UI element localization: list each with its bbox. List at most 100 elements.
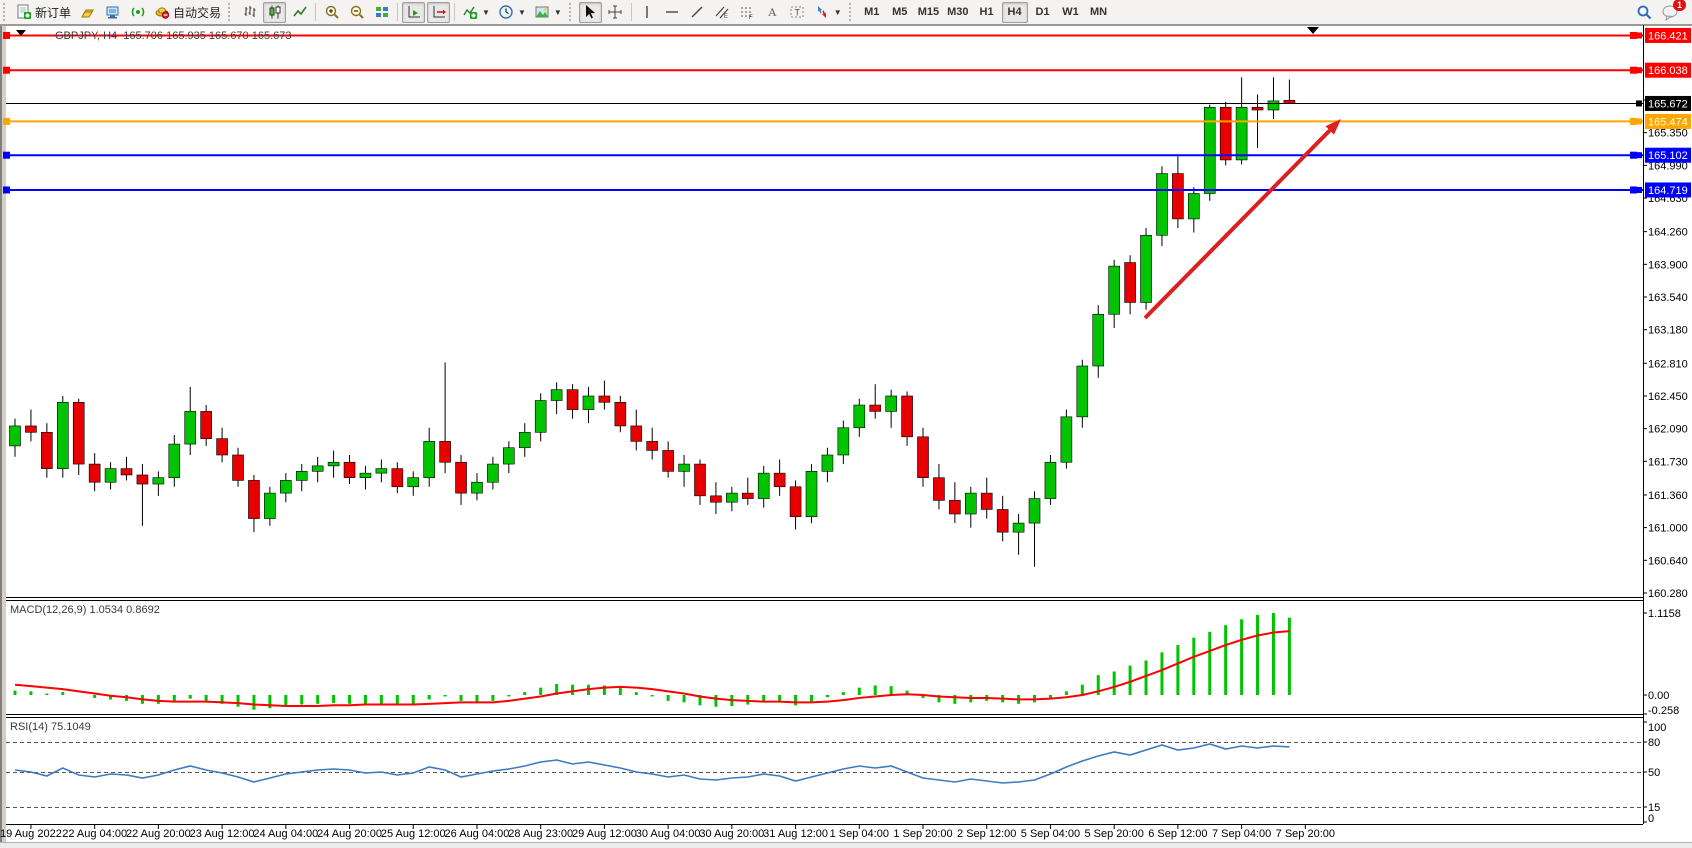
time-label[interactable]: 24 Aug 20:00 — [317, 828, 382, 840]
time-label[interactable]: 7 Sep 04:00 — [1212, 828, 1271, 840]
timeframe-h1-button[interactable]: H1 — [974, 2, 1000, 23]
indicators-button[interactable]: ▼ — [459, 2, 493, 23]
search-button[interactable] — [1633, 2, 1656, 23]
time-label[interactable]: 24 Aug 04:00 — [253, 828, 318, 840]
candle — [104, 468, 117, 483]
candle — [248, 480, 260, 519]
h-line-handle[interactable] — [1630, 186, 1637, 194]
time-label[interactable]: 1 Sep 20:00 — [893, 828, 952, 840]
line-chart-button[interactable] — [288, 2, 311, 23]
time-label[interactable]: 30 Aug 04:00 — [636, 828, 701, 840]
time-label[interactable]: 25 Aug 12:00 — [381, 828, 446, 840]
toolbar-separator — [454, 3, 456, 21]
arrows-button[interactable]: ▼ — [811, 2, 845, 23]
candle — [1140, 234, 1152, 303]
crosshair-button[interactable] — [604, 2, 627, 23]
virtual-hosting-button[interactable] — [101, 2, 124, 23]
trend-arrow[interactable] — [1143, 128, 1332, 320]
candle — [439, 441, 451, 463]
time-label[interactable]: 23 Aug 12:00 — [190, 828, 255, 840]
toolbar-grip[interactable] — [228, 3, 233, 21]
auto-scroll-button[interactable] — [402, 1, 426, 23]
candle — [821, 454, 834, 472]
price-tick-label: 162.450 — [1648, 391, 1688, 403]
time-label[interactable]: 19 Aug 2022 — [0, 828, 62, 840]
time-label[interactable]: 2 Sep 12:00 — [957, 828, 1016, 840]
chart-shift-marker[interactable] — [1307, 27, 1319, 34]
tile-windows-button[interactable] — [370, 2, 393, 23]
candle — [678, 463, 690, 472]
new-order-label: 新订单 — [35, 5, 72, 20]
market-button[interactable] — [76, 2, 99, 23]
time-label[interactable]: 31 Aug 12:00 — [763, 828, 828, 840]
candle — [168, 443, 181, 478]
chart-shift-button[interactable] — [427, 1, 451, 23]
h-line-handle[interactable] — [1630, 31, 1637, 39]
h-line-handle[interactable] — [3, 31, 10, 39]
timeframe-d1-button[interactable]: D1 — [1030, 2, 1056, 23]
h-line-handle[interactable] — [1630, 117, 1637, 125]
zoom-out-button[interactable] — [345, 2, 368, 23]
time-label[interactable]: 26 Aug 04:00 — [445, 828, 510, 840]
candle — [1060, 416, 1073, 463]
time-label[interactable]: 6 Sep 12:00 — [1148, 828, 1207, 840]
time-label[interactable]: 5 Sep 20:00 — [1084, 828, 1143, 840]
timeframe-m15-button[interactable]: M15 — [915, 2, 942, 23]
timeframe-m5-button[interactable]: M5 — [887, 2, 913, 23]
candle — [25, 425, 37, 433]
trendline-button[interactable] — [686, 2, 709, 23]
toolbar-grip[interactable] — [848, 3, 854, 21]
line-chart-icon — [292, 6, 307, 17]
badge-pointer — [1636, 67, 1642, 74]
h-line-handle[interactable] — [3, 186, 10, 194]
trend-arrow-head[interactable] — [1325, 119, 1341, 135]
bar-chart-button[interactable] — [238, 2, 261, 23]
notifications-button[interactable]: 1 — [1658, 0, 1686, 23]
equidistant-channel-button[interactable]: E — [711, 2, 734, 23]
time-label[interactable]: 7 Sep 20:00 — [1276, 828, 1335, 840]
horizontal-line-button[interactable] — [661, 2, 684, 23]
time-label[interactable]: 5 Sep 04:00 — [1021, 828, 1080, 840]
timeframe-m30-button[interactable]: M30 — [944, 2, 971, 23]
toolbar-grip[interactable] — [3, 3, 8, 21]
h-line-handle[interactable] — [3, 117, 10, 125]
time-label[interactable]: 22 Aug 04:00 — [62, 828, 127, 840]
text-button[interactable]: A — [761, 2, 784, 23]
h-line-handle[interactable] — [1630, 151, 1637, 159]
candle — [375, 468, 388, 474]
vertical-line-button[interactable] — [636, 2, 659, 23]
h-line-handle[interactable] — [1630, 66, 1637, 74]
h-line-handle[interactable] — [3, 151, 10, 159]
timeframe-w1-button[interactable]: W1 — [1058, 2, 1084, 23]
candle — [980, 492, 993, 510]
timeframe-mn-button[interactable]: MN — [1086, 2, 1112, 23]
new-order-button[interactable]: 新订单 — [13, 2, 74, 23]
fibonacci-button[interactable]: F — [736, 2, 759, 23]
timeframe-h4-button[interactable]: H4 — [1001, 1, 1028, 23]
toolbar-grip[interactable] — [568, 3, 574, 21]
auto-trading-button[interactable]: 自动交易 — [151, 2, 224, 23]
signals-button[interactable] — [126, 2, 149, 23]
label-button[interactable]: T — [786, 2, 809, 23]
auto-scroll-icon — [408, 6, 420, 18]
auto-trading-label: 自动交易 — [173, 5, 222, 20]
candlestick-chart-button[interactable] — [263, 1, 287, 23]
svg-text:A: A — [768, 5, 777, 19]
time-label[interactable]: 22 Aug 20:00 — [126, 828, 191, 840]
candle — [917, 436, 929, 478]
time-label[interactable]: 30 Aug 20:00 — [699, 828, 764, 840]
bar-chart-icon — [244, 6, 256, 17]
rsi-tick-label: 50 — [1648, 767, 1660, 779]
periods-button[interactable]: ▼ — [495, 2, 529, 23]
zoom-in-button[interactable] — [320, 2, 343, 23]
timeframe-m1-button[interactable]: M1 — [859, 2, 885, 23]
time-label[interactable]: 1 Sep 04:00 — [830, 828, 889, 840]
periods-clock-icon — [499, 5, 513, 19]
candle — [964, 492, 977, 515]
time-label[interactable]: 29 Aug 12:00 — [572, 828, 637, 840]
templates-button[interactable]: ▼ — [531, 2, 565, 23]
cursor-button[interactable] — [578, 1, 602, 23]
h-line-handle[interactable] — [3, 66, 10, 74]
time-label[interactable]: 28 Aug 23:00 — [508, 828, 573, 840]
